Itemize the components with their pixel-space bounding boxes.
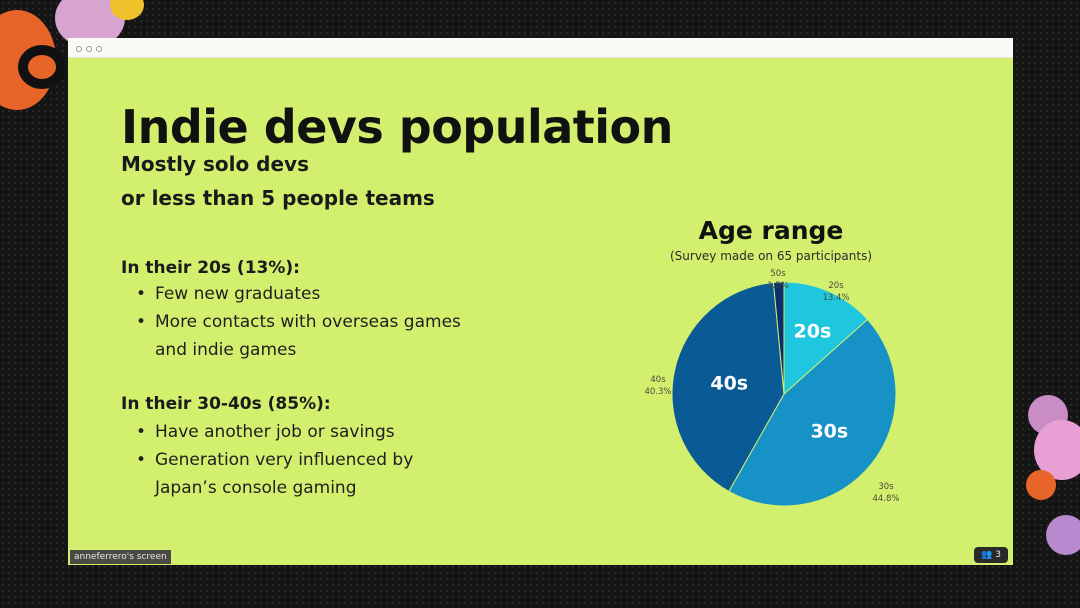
pie-outer-label: 30s bbox=[878, 482, 894, 492]
bullet-item: Few new graduates bbox=[136, 280, 476, 308]
window-titlebar bbox=[68, 38, 1013, 58]
pie-outer-label: 40s bbox=[650, 375, 666, 385]
presentation-slide: Indie devs population Mostly solo devs o… bbox=[68, 58, 1013, 565]
bullet-list-30-40s: Have another job or savings Generation v… bbox=[136, 418, 476, 502]
pie-slice-30s bbox=[728, 318, 897, 507]
pie-slice-50s bbox=[772, 281, 785, 395]
pie-slice-20s bbox=[783, 281, 869, 396]
section-heading-30-40s: In their 30-40s (85%): bbox=[121, 394, 331, 414]
section-heading-20s: In their 20s (13%): bbox=[121, 258, 300, 278]
decorative-shape bbox=[1046, 515, 1080, 555]
pie-outer-percent: 44.8% bbox=[872, 494, 899, 504]
decorative-shape bbox=[18, 45, 66, 89]
pie-outer-label: 20s bbox=[828, 281, 844, 291]
pie-outer-label: 50s bbox=[770, 269, 786, 279]
pie-slice-label: 30s bbox=[810, 421, 848, 443]
chart-subtitle: (Survey made on 65 participants) bbox=[669, 249, 873, 263]
age-range-pie-chart: 20s 20s 13.4% 30s 30s 44.8% 40s 40s 40.3% 50s 1.5% bbox=[644, 269, 900, 507]
slide-title: Indie devs population bbox=[121, 100, 673, 154]
window-dot[interactable] bbox=[76, 46, 82, 52]
window-dot[interactable] bbox=[96, 46, 102, 52]
bullet-item: Have another job or savings bbox=[136, 418, 476, 446]
bullet-item: More contacts with overseas games and in… bbox=[136, 308, 476, 364]
slide-subtitle-line: Mostly solo devs bbox=[121, 152, 309, 176]
bullet-list-20s: Few new graduates More contacts with ove… bbox=[136, 280, 476, 364]
decorative-shape bbox=[110, 0, 144, 20]
pie-slice-label: 40s bbox=[710, 372, 748, 394]
bullet-item: Generation very influenced by Japan’s co… bbox=[136, 446, 476, 502]
pie-slice-40s bbox=[671, 281, 785, 493]
screen-share-label: anneferrero's screen bbox=[70, 550, 171, 564]
window-dot[interactable] bbox=[86, 46, 92, 52]
pie-outer-percent: 1.5% bbox=[767, 281, 789, 291]
pie-outer-percent: 40.3% bbox=[644, 387, 671, 397]
chart-title: Age range bbox=[698, 216, 844, 245]
decorative-shape bbox=[1026, 470, 1056, 500]
people-icon: 👥 bbox=[981, 550, 993, 560]
participants-button[interactable]: 👥 3 bbox=[974, 547, 1008, 563]
slide-subtitle-line: or less than 5 people teams bbox=[121, 186, 435, 210]
pie-slice-label: 20s bbox=[794, 321, 832, 343]
shared-screen-window: Indie devs population Mostly solo devs o… bbox=[68, 38, 1013, 565]
pie-outer-percent: 13.4% bbox=[822, 293, 849, 303]
participant-count: 3 bbox=[995, 550, 1001, 560]
